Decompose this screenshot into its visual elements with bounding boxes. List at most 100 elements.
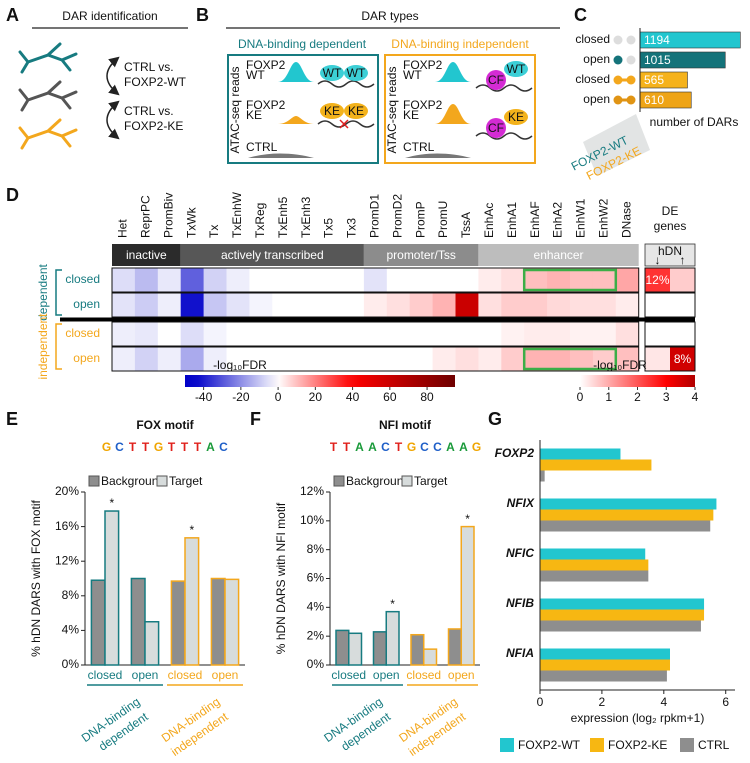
bar xyxy=(540,570,649,582)
legend-label: FOXP2-WT xyxy=(518,738,581,752)
heatmap-cell xyxy=(203,293,227,317)
genotype-dot xyxy=(613,35,623,45)
heatmap-cell xyxy=(341,322,365,346)
heatmap-cell xyxy=(272,347,296,371)
column-label: EnhA1 xyxy=(505,202,519,238)
heatmap-cell xyxy=(341,268,365,292)
x-tick-label: closed xyxy=(331,668,366,682)
comparison-label: CTRL vs. xyxy=(124,60,174,74)
heatmap-cell xyxy=(318,322,342,346)
heatmap-cell xyxy=(341,347,365,371)
bar xyxy=(447,628,462,666)
heatmap-cell xyxy=(134,268,159,292)
heatmap-cell xyxy=(295,293,319,317)
value-label: 1015 xyxy=(644,53,671,67)
dna xyxy=(317,80,375,88)
de-cell xyxy=(645,347,670,371)
heatmap-cell xyxy=(157,293,182,317)
de-label: 12% xyxy=(645,273,669,287)
axis-label: ATAC-seq reads xyxy=(385,67,399,154)
de-cell xyxy=(645,293,670,317)
protein xyxy=(320,103,344,119)
genotype-dot xyxy=(613,75,623,85)
legend-swatch xyxy=(88,475,100,487)
significance-mark: * xyxy=(465,512,470,526)
row-label: open xyxy=(73,351,100,365)
heatmap-cell xyxy=(272,322,296,346)
heatmap-cell xyxy=(592,268,617,292)
protein xyxy=(504,109,528,125)
motif-letter: T xyxy=(142,440,150,454)
heatmap-cell xyxy=(615,322,640,346)
motif-letter: T xyxy=(168,440,176,454)
column-label: TxEnhW xyxy=(230,191,244,238)
column-label: TxReg xyxy=(253,203,267,238)
column-label: PromBiv xyxy=(161,193,175,238)
neuron xyxy=(18,80,78,112)
column-label: EnhA2 xyxy=(551,202,565,238)
bar xyxy=(540,448,621,460)
highlight-box xyxy=(522,268,618,292)
track-label: KE xyxy=(403,108,419,122)
colorbar-tick-label: 3 xyxy=(663,390,670,404)
type-box xyxy=(384,54,536,164)
bar xyxy=(540,670,667,682)
significance-mark: * xyxy=(189,523,194,537)
heatmap-cell xyxy=(203,322,227,346)
heatmap-cell xyxy=(478,293,502,317)
heatmap-cell xyxy=(341,293,365,317)
row-group-label: independent xyxy=(36,313,50,380)
heatmap-cell xyxy=(455,322,479,346)
legend-swatch xyxy=(333,475,345,487)
column-label: ReprPC xyxy=(139,195,153,238)
heatmap-cell xyxy=(547,347,571,371)
bar xyxy=(423,648,438,666)
legend-label: Target xyxy=(169,474,203,488)
column-group-label: inactive xyxy=(126,248,167,262)
column-label: EnhW2 xyxy=(597,198,611,238)
heatmap-cell xyxy=(432,347,456,371)
column-label: Tx xyxy=(207,225,221,238)
column-label: Tx3 xyxy=(345,218,359,238)
column-group-label: enhancer xyxy=(534,248,584,262)
track-label: FOXP2 xyxy=(246,58,286,72)
panel-a: DAR identification CTRL vs. FOXP2-WT CTR… xyxy=(18,9,188,150)
legend-swatch xyxy=(590,738,604,752)
track-label: WT xyxy=(403,68,422,82)
column-label: Het xyxy=(116,219,130,238)
bar xyxy=(224,578,240,666)
peak xyxy=(435,104,471,124)
x-axis-label: number of DARs xyxy=(650,115,739,129)
legend-swatch xyxy=(401,475,413,487)
motif-letter: T xyxy=(129,440,137,454)
bar xyxy=(540,559,649,571)
y-tick-label: 10% xyxy=(300,513,324,527)
heatmap-cell xyxy=(134,293,159,317)
de-direction: ↓ xyxy=(655,253,661,267)
bar xyxy=(130,577,146,666)
colorbar-tick-label: 4 xyxy=(692,390,699,404)
heatmap-cell xyxy=(386,322,411,346)
de-cell xyxy=(645,322,670,346)
protein xyxy=(344,103,368,119)
bar xyxy=(348,632,363,666)
motif-letter: G xyxy=(472,440,481,454)
motif-letter: T xyxy=(330,440,338,454)
heatmap-cell xyxy=(363,268,388,292)
y-tick-label: 12% xyxy=(55,553,79,567)
heatmap-cell xyxy=(501,347,525,371)
bar xyxy=(144,621,160,666)
chart-title: FOX motif xyxy=(136,418,194,432)
heatmap-cell xyxy=(363,293,388,317)
x-tick-label: open xyxy=(212,668,239,682)
significance-mark: * xyxy=(109,496,114,510)
legend-label: Target xyxy=(414,474,448,488)
panel-label: E xyxy=(6,409,18,429)
x-tick-label: 2 xyxy=(599,695,606,709)
category-label: NFIA xyxy=(506,646,534,660)
protein-label: KE xyxy=(348,104,364,118)
heatmap-cell xyxy=(478,347,502,371)
colorbar-tick-label: 2 xyxy=(634,390,641,404)
legend-label: Background xyxy=(346,474,410,488)
